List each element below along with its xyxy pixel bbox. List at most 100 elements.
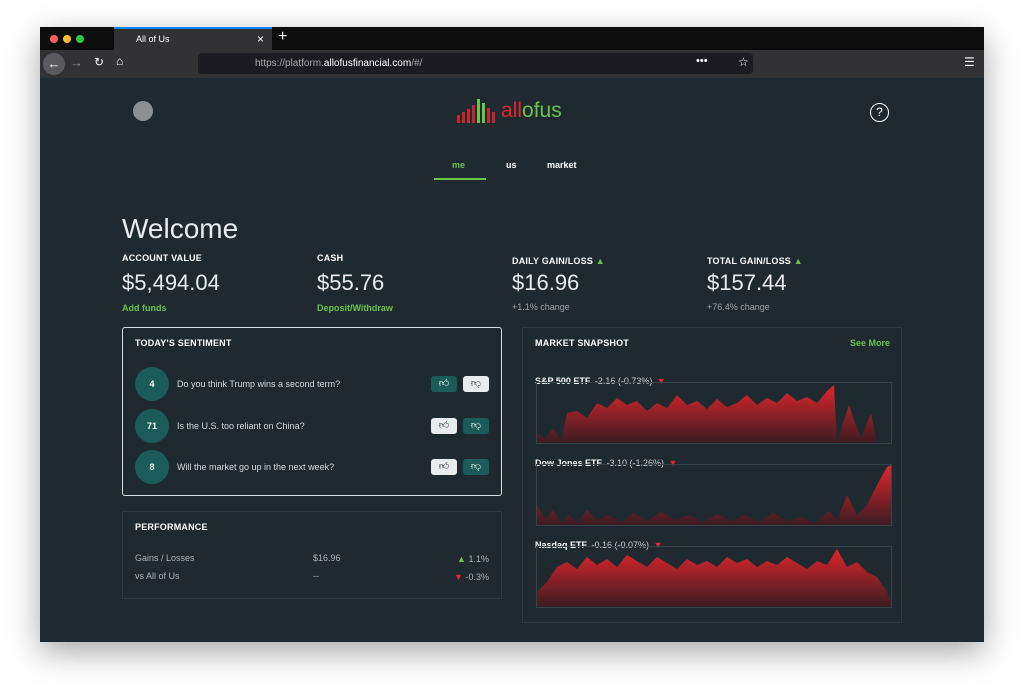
- vote-count: 8: [135, 450, 169, 484]
- stat-label: CASH: [317, 253, 344, 263]
- stat-value: $5,494.04: [122, 270, 220, 295]
- sentiment-card: TODAY'S SENTIMENT 4 Do you think Trump w…: [122, 327, 502, 496]
- url-suffix: /#/: [411, 58, 423, 69]
- thumbs-up[interactable]: 👍︎: [431, 459, 457, 475]
- perf-change-text: -0.3%: [465, 572, 489, 582]
- nav-tab[interactable]: me: [452, 160, 466, 170]
- stat-change: +76.4% change: [707, 302, 770, 312]
- chart-label: S&P 500 ETF -2.16 (-0.73%) ▼: [535, 371, 666, 389]
- perf-change-text: 1.1%: [468, 554, 489, 564]
- url-prefix: https://platform.: [255, 58, 324, 69]
- stat-label-text: DAILY GAIN/LOSS: [512, 256, 594, 266]
- perf-change: ▲ 1.1%: [457, 554, 489, 564]
- sparkline: [536, 464, 892, 526]
- see-more-link[interactable]: See More: [849, 338, 890, 348]
- url-bar[interactable]: https://platform.allofusfinancial.com/#/…: [198, 53, 753, 74]
- perf-label: Gains / Losses: [135, 553, 195, 563]
- stat-link[interactable]: Add funds: [122, 303, 167, 313]
- perf-label: vs All of Us: [135, 571, 180, 581]
- chart-name: Nasdaq ETF: [535, 540, 588, 550]
- toolbar: ← → ↻ ⌂ https://platform.allofusfinancia…: [40, 50, 984, 78]
- performance-card: PERFORMANCE Gains / Losses $16.96 ▲ 1.1%…: [122, 511, 502, 599]
- close-dot[interactable]: [50, 35, 58, 43]
- chart-name: S&P 500 ETF: [535, 376, 591, 386]
- perf-value: $16.96: [313, 553, 341, 563]
- tab-title: All of Us: [136, 34, 170, 44]
- chart-change: -0.16 (-0.07%): [591, 540, 649, 550]
- card-title: PERFORMANCE: [135, 522, 208, 532]
- help-icon[interactable]: ?: [870, 103, 889, 122]
- thumbs-down[interactable]: 👎︎: [463, 459, 489, 475]
- question-row: 8 Will the market go up in the next week…: [135, 450, 489, 484]
- up-arrow: ▲: [793, 256, 803, 266]
- down-arrow: ▼: [656, 376, 666, 386]
- stat-value: $55.76: [317, 270, 385, 295]
- perf-change: ▼ -0.3%: [454, 572, 489, 582]
- home-button[interactable]: ⌂: [116, 54, 124, 68]
- logo-part2: ofus: [522, 99, 562, 122]
- nav-tab[interactable]: us: [506, 160, 517, 170]
- sparkline: [536, 382, 892, 444]
- stat-value: $16.96: [512, 270, 580, 295]
- stat-change: +1.1% change: [512, 302, 570, 312]
- url: https://platform.allofusfinancial.com/#/: [255, 58, 422, 69]
- logo-bars: [457, 99, 495, 123]
- thumbs-up[interactable]: 👍︎: [431, 376, 457, 392]
- avatar[interactable]: [133, 101, 153, 121]
- page-actions[interactable]: •••: [696, 55, 708, 67]
- stat-label: TOTAL GAIN/LOSS ▲: [707, 256, 803, 266]
- up-arrow: ▲: [595, 256, 605, 266]
- browser-window: All of Us × + ← → ↻ ⌂ https://platform.a…: [40, 27, 984, 642]
- question-text: Is the U.S. too reliant on China?: [177, 420, 305, 431]
- new-tab[interactable]: +: [278, 28, 288, 45]
- down-arrow: ▼: [454, 572, 463, 582]
- stat: TOTAL GAIN/LOSS ▲ $157.44 +76.4% change: [707, 256, 803, 312]
- chart-label: Nasdaq ETF -0.16 (-0.07%) ▼: [535, 535, 662, 553]
- tab-close[interactable]: ×: [256, 32, 264, 46]
- bookmark-star[interactable]: ☆: [738, 55, 749, 69]
- nav-tab[interactable]: market: [547, 160, 577, 170]
- sparkline-area: [537, 385, 877, 443]
- down-arrow: ▼: [668, 458, 678, 468]
- reload-button[interactable]: ↻: [94, 55, 105, 69]
- up-arrow: ▲: [457, 554, 466, 564]
- question-row: 4 Do you think Trump wins a second term?…: [135, 367, 489, 401]
- stat-label: ACCOUNT VALUE: [122, 253, 202, 263]
- stat: ACCOUNT VALUE $5,494.04 Add funds: [122, 253, 220, 313]
- down-arrow: ▼: [653, 540, 663, 550]
- thumbs-down[interactable]: 👎︎: [463, 376, 489, 392]
- sparkline-area: [537, 465, 891, 525]
- logo[interactable]: allofus: [455, 95, 570, 130]
- question-text: Will the market go up in the next week?: [177, 462, 335, 472]
- max-dot[interactable]: [76, 35, 84, 43]
- app: allofus ? me us market Welcome ACCOUNT V…: [40, 78, 984, 642]
- chart-change: -2.16 (-0.73%): [594, 376, 653, 386]
- logo-part1: all: [501, 99, 523, 122]
- question-text: Do you think Trump wins a second term?: [177, 379, 341, 389]
- stat-value: $157.44: [707, 270, 787, 295]
- thumbs-down[interactable]: 👎︎: [463, 417, 489, 434]
- logo-text: allofus: [501, 99, 562, 123]
- tab-bar: All of Us × +: [40, 27, 984, 50]
- vote-count: 4: [135, 367, 169, 401]
- stat-label: DAILY GAIN/LOSS ▲: [512, 256, 605, 266]
- tab[interactable]: All of Us ×: [114, 27, 272, 50]
- menu-button[interactable]: ☰: [964, 55, 975, 69]
- market-card: MARKET SNAPSHOT See More S&P 500 ETF -2.…: [522, 327, 902, 623]
- stat-label-text: TOTAL GAIN/LOSS: [707, 256, 792, 266]
- chart-label: Dow Jones ETF -3.10 (-1.26%) ▼: [535, 453, 677, 471]
- card-title: TODAY'S SENTIMENT: [135, 338, 232, 348]
- question-row: 71 Is the U.S. too reliant on China? 👍︎ …: [135, 408, 489, 443]
- nav-underline: [434, 178, 486, 180]
- perf-value: --: [313, 571, 319, 581]
- back-button[interactable]: ←: [43, 53, 65, 75]
- card-title: MARKET SNAPSHOT: [535, 338, 630, 348]
- sparkline: [536, 546, 892, 608]
- stat-link[interactable]: Deposit/Withdraw: [317, 303, 393, 313]
- chart-change: -3.10 (-1.26%): [606, 458, 664, 468]
- url-domain: allofusfinancial.com: [323, 58, 412, 69]
- thumbs-up[interactable]: 👍︎: [431, 417, 457, 434]
- forward-button[interactable]: →: [70, 55, 83, 70]
- min-dot[interactable]: [63, 35, 71, 43]
